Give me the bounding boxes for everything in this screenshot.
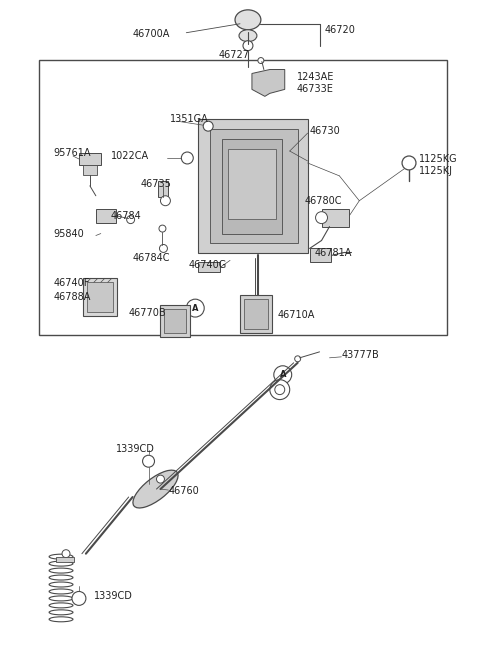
Text: 1243AE: 1243AE: [297, 73, 334, 83]
Circle shape: [275, 384, 285, 394]
Text: A: A: [279, 370, 286, 379]
Circle shape: [143, 455, 155, 467]
Circle shape: [72, 591, 86, 605]
Bar: [56, 557, 74, 561]
Circle shape: [156, 475, 165, 483]
Text: 1022CA: 1022CA: [111, 151, 149, 161]
Bar: [158, 181, 168, 196]
Text: 46760: 46760: [168, 486, 199, 496]
Bar: [198, 263, 220, 272]
Bar: [210, 129, 298, 244]
Text: 46720: 46720: [324, 25, 355, 35]
Text: 46710A: 46710A: [278, 310, 315, 320]
Bar: [222, 139, 282, 234]
Text: 46733E: 46733E: [297, 84, 334, 94]
Circle shape: [274, 365, 292, 384]
Ellipse shape: [239, 29, 257, 42]
Bar: [160, 305, 190, 337]
Bar: [96, 209, 116, 223]
Bar: [322, 209, 349, 227]
Text: 1351GA: 1351GA: [170, 114, 209, 124]
Bar: [198, 119, 308, 253]
Text: 1125KJ: 1125KJ: [419, 166, 453, 176]
Bar: [165, 309, 186, 333]
Text: 43777B: 43777B: [341, 350, 379, 360]
Circle shape: [159, 244, 168, 252]
Circle shape: [243, 41, 253, 50]
Text: 46784: 46784: [111, 211, 142, 221]
Text: 46727: 46727: [218, 50, 249, 60]
Circle shape: [295, 356, 300, 362]
Circle shape: [203, 121, 213, 131]
Text: 1339CD: 1339CD: [94, 591, 133, 601]
Circle shape: [315, 212, 327, 223]
Bar: [228, 149, 276, 219]
Circle shape: [62, 550, 70, 557]
Polygon shape: [252, 69, 285, 96]
Text: 46780C: 46780C: [305, 196, 342, 206]
Bar: [83, 278, 117, 316]
Bar: [39, 60, 447, 335]
Bar: [79, 153, 101, 165]
Text: 95840: 95840: [53, 229, 84, 238]
Text: 46740F: 46740F: [53, 278, 89, 288]
Text: 95761A: 95761A: [53, 148, 91, 158]
Bar: [83, 165, 97, 175]
Bar: [244, 299, 268, 329]
Bar: [310, 248, 332, 263]
Bar: [87, 282, 113, 312]
Text: 46730: 46730: [310, 126, 340, 136]
Circle shape: [270, 380, 290, 400]
Bar: [240, 295, 272, 333]
Circle shape: [181, 152, 193, 164]
Text: 46740G: 46740G: [188, 260, 227, 271]
Text: A: A: [192, 304, 199, 312]
Text: 46770B: 46770B: [129, 308, 166, 318]
Circle shape: [159, 225, 166, 232]
Ellipse shape: [133, 470, 178, 508]
Text: 46700A: 46700A: [132, 29, 170, 39]
Circle shape: [160, 196, 170, 206]
Circle shape: [186, 299, 204, 317]
Circle shape: [127, 215, 134, 223]
Text: 1125KG: 1125KG: [419, 154, 457, 164]
Circle shape: [258, 58, 264, 64]
Text: 46781A: 46781A: [314, 248, 352, 259]
Ellipse shape: [235, 10, 261, 29]
Text: 46735: 46735: [141, 179, 171, 189]
Text: 46784C: 46784C: [132, 253, 170, 263]
Text: 1339CD: 1339CD: [116, 444, 155, 455]
Text: 46788A: 46788A: [53, 292, 90, 302]
Circle shape: [402, 156, 416, 170]
